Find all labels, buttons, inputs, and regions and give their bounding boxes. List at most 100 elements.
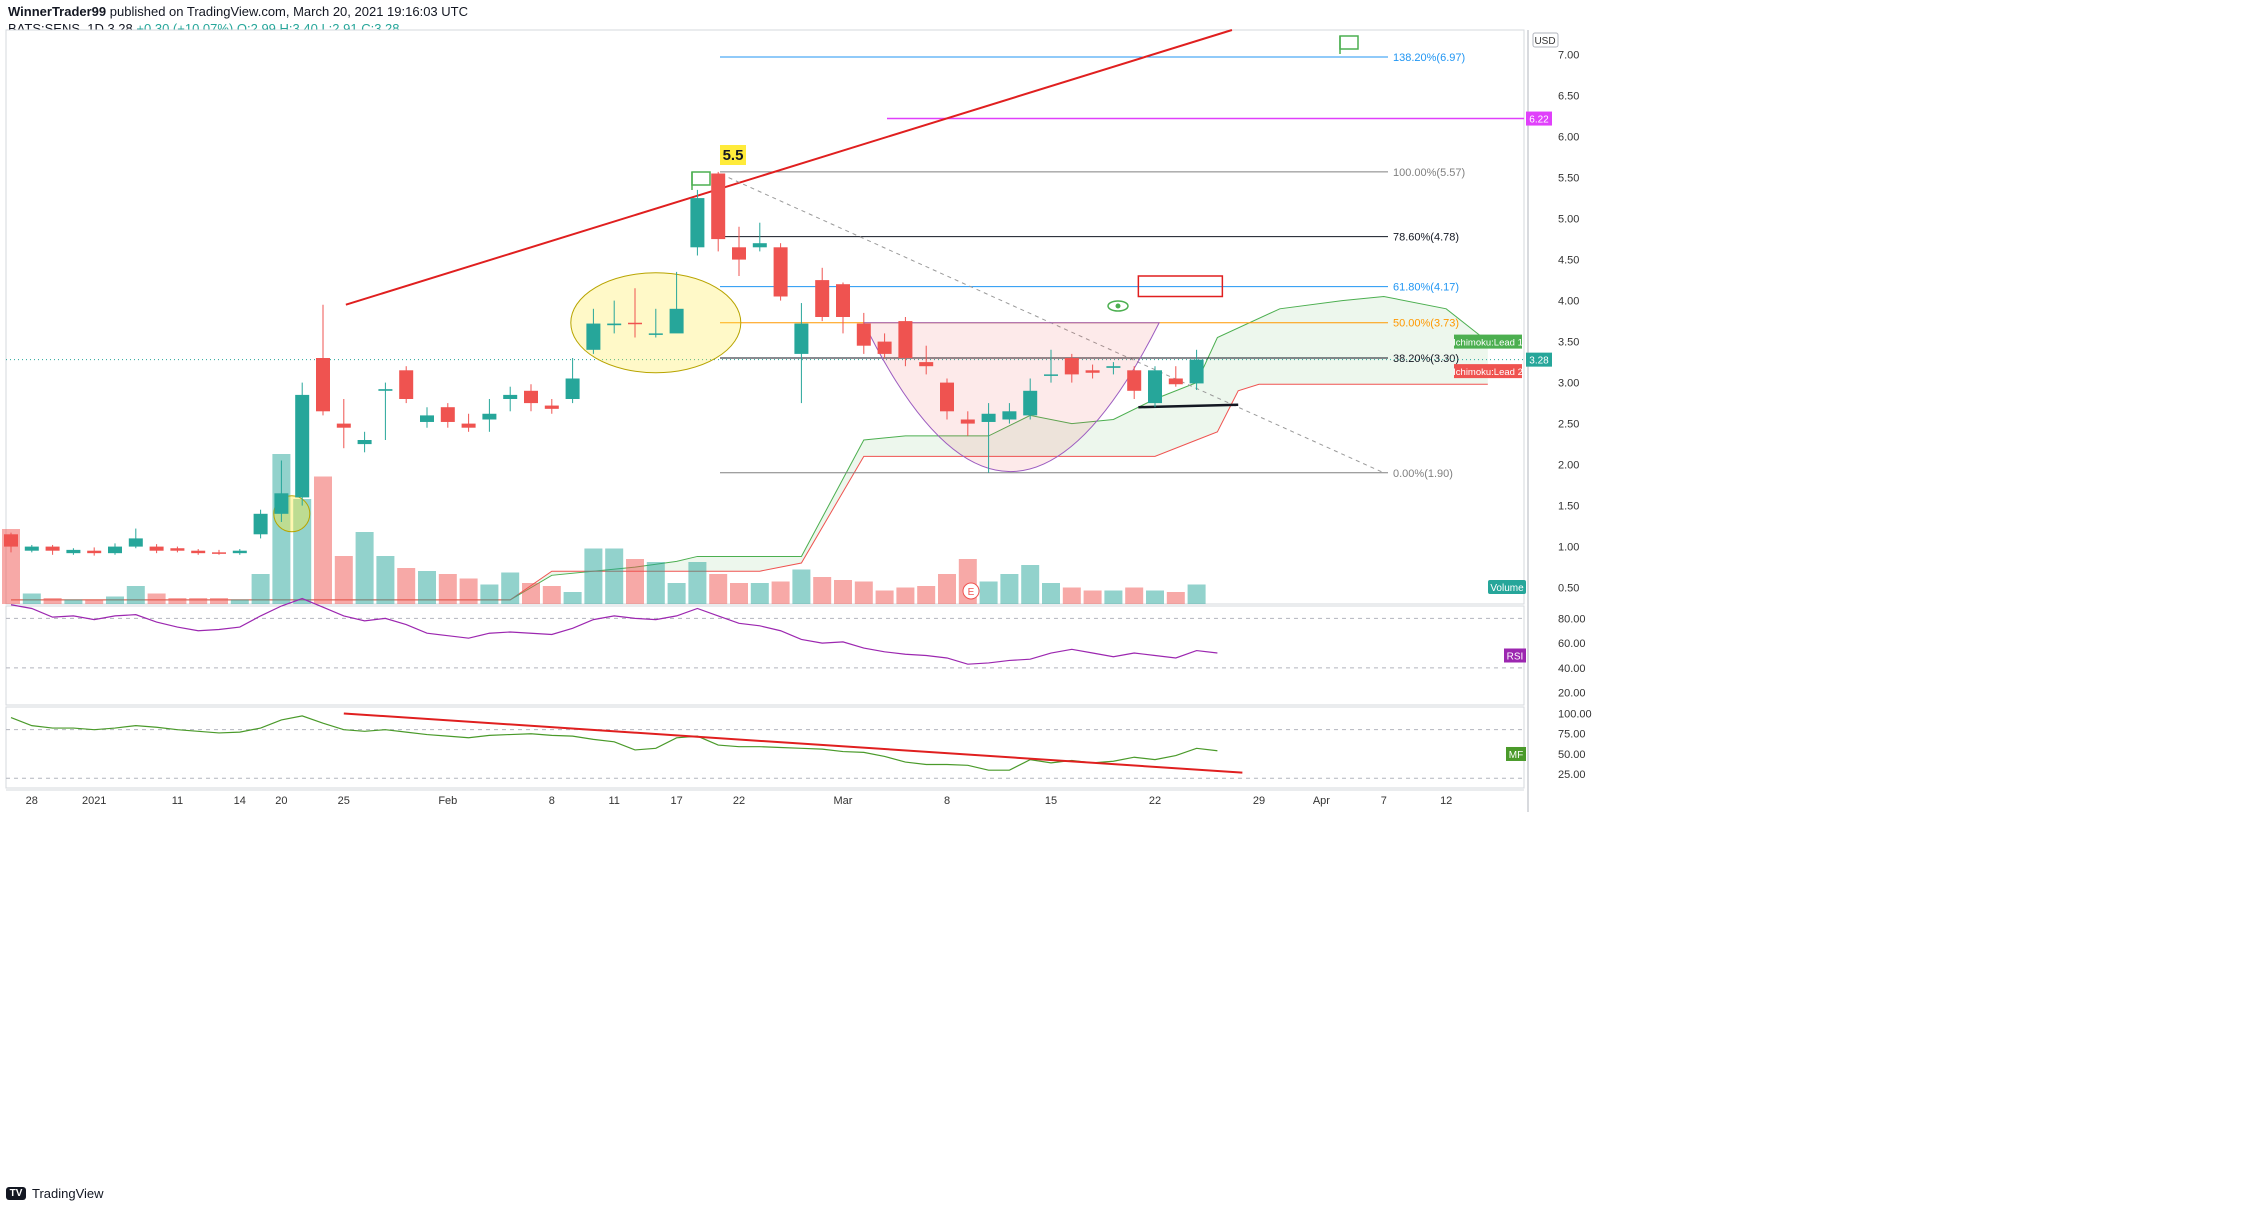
volume-bar [813,577,832,604]
candle-body [440,407,455,422]
time-tick-label: 8 [944,795,950,807]
candle-body [544,405,559,409]
fib-level-label: 50.00%(3.73) [1393,318,1459,330]
price-tick-label: 6.00 [1558,132,1579,144]
candle-body [191,550,206,554]
volume-bar [730,583,748,604]
volume-bar [251,574,270,604]
price-tick-label: 4.00 [1558,296,1579,308]
tradingview-icon: TV [6,1187,26,1200]
candle-body [1189,359,1204,384]
candle-body [524,390,538,404]
eye-icon-pupil [1115,303,1121,309]
price-tick-label: 0.50 [1558,583,1579,595]
candle-body [232,550,247,554]
time-tick-label: 28 [26,795,38,807]
price-tick-label: 4.50 [1558,255,1579,267]
volume-bar [626,559,644,604]
price-tick-label: 1.50 [1558,501,1579,513]
candle-body [482,413,497,420]
volume-bar [750,583,769,604]
candle-body [856,323,871,346]
candle-body [628,322,642,325]
candle-body [378,389,393,391]
time-tick-label: 11 [608,795,619,807]
candle-body [940,382,954,412]
mf-divergence-line [343,712,1243,774]
fib-level-label: 61.80%(4.17) [1393,282,1459,294]
time-tick-label: Apr [1313,795,1330,807]
price-tick-label: 3.50 [1558,337,1579,349]
candle-body [586,323,601,350]
candle-body [1064,358,1079,375]
candle-body [170,548,185,551]
volume-bar [522,583,540,604]
candle-body [295,394,310,498]
volume-bar [480,584,499,604]
mf-tick-label: 25.00 [1558,769,1586,781]
volume-bar [1125,587,1144,604]
tradingview-logo[interactable]: TV TradingView [6,1186,104,1201]
volume-bar [106,596,124,604]
price-tick-label: 2.00 [1558,460,1579,472]
volume-bar [376,556,395,604]
candle-body [253,513,268,535]
time-tick-label: 12 [1440,795,1452,807]
candle-body [108,546,122,554]
candle-body [24,546,39,551]
volume-bar [1021,565,1040,604]
volume-bar [293,499,312,604]
earnings-icon [962,582,980,600]
candle-body [4,534,18,547]
time-tick-label: 20 [275,795,287,807]
volume-bar [64,599,83,604]
mf-pane [5,706,1525,789]
fib-level-label: 138.20%(6.97) [1393,52,1465,64]
volume-bar [355,532,374,604]
volume-bar [584,548,603,604]
rsi-tick-label: 60.00 [1558,638,1586,650]
candle-body [565,378,580,399]
price-tick-label: 5.00 [1558,214,1579,226]
candle-body [877,341,892,354]
time-tick-label: 15 [1045,795,1057,807]
candle-body [1168,378,1183,385]
volume-bar [2,529,20,604]
fib-level-label: 100.00%(5.57) [1393,167,1465,179]
ichimoku-lead2-box [1454,364,1522,379]
candle-body [66,549,81,554]
time-tick-label: 17 [670,795,682,807]
candle-body [128,538,143,547]
rsi-pane [5,605,1525,706]
candle-body [316,358,330,412]
rsi-tick-label: 20.00 [1558,688,1586,700]
candle-body [461,423,476,428]
volume-bar [1187,584,1206,604]
volume-bar [834,580,852,604]
volume-bar [85,599,104,604]
fib-level-label: 38.20%(3.30) [1393,353,1459,365]
volume-bar [189,598,208,604]
candle-body [752,243,767,248]
magenta-level-label: 6.22 [1529,115,1549,126]
candle-body [336,423,351,428]
mf-tick-label: 100.00 [1558,708,1592,720]
rsi-tick-label: 40.00 [1558,663,1586,675]
volume-bar [459,578,478,604]
annotation-text: 5.5 [723,147,744,164]
main-pane [5,29,1525,605]
annotation-box [720,145,746,165]
ichimoku-lead2-label: Ichimoku:Lead 2 [1453,367,1523,378]
time-tick-label: 22 [733,795,745,807]
mf-label: MF [1509,750,1523,761]
time-tick-label: 29 [1253,795,1265,807]
candle-body [357,440,372,445]
volume-bar [1062,587,1081,604]
volume-bar [1083,590,1102,604]
fib-level-label: 78.60%(4.78) [1393,232,1459,244]
volume-bar [771,581,790,604]
candle-body [1106,366,1121,368]
author-name[interactable]: WinnerTrader99 [8,4,107,19]
time-tick-label: 8 [549,795,555,807]
